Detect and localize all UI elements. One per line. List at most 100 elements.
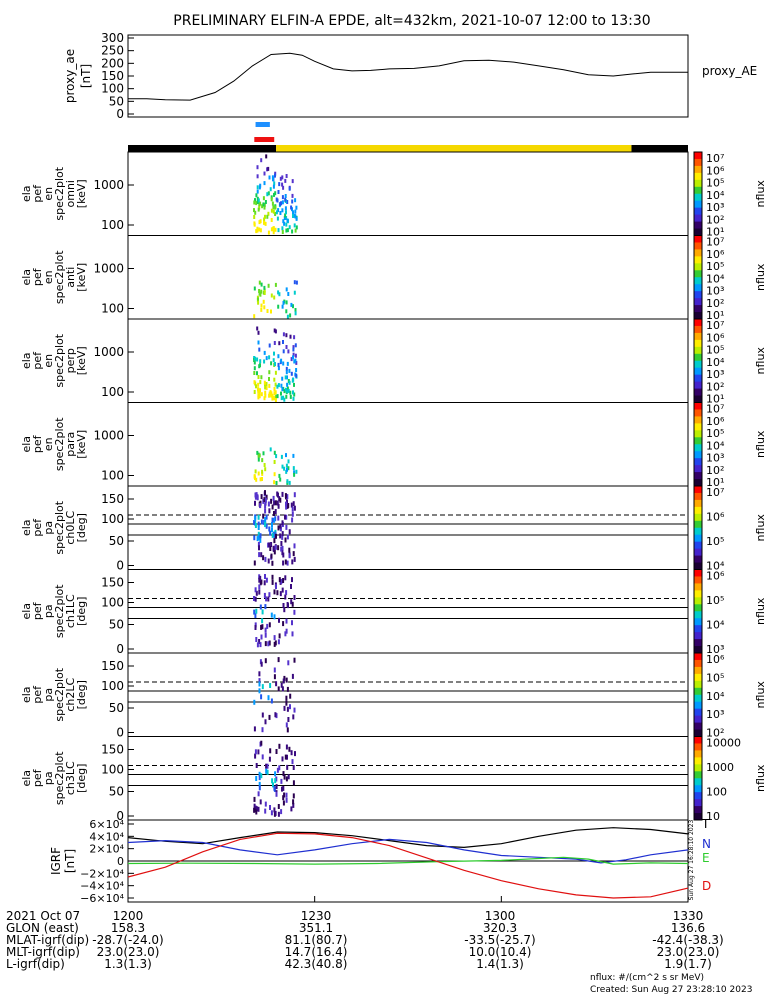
spectrogram-cell (270, 218, 273, 222)
spectrogram-cell (254, 210, 257, 215)
spectrogram-cell (282, 621, 285, 627)
spec-panel-ylabel: spec2plot (53, 417, 66, 471)
spectrogram-cell (267, 641, 270, 647)
spectrogram-cell (259, 537, 262, 543)
spectrogram-cell (287, 292, 290, 296)
spectrogram-cell (292, 210, 294, 215)
spectrogram-cell (271, 778, 274, 784)
spectrogram-cell (294, 308, 297, 312)
colorbar-segment (694, 792, 702, 800)
spectrogram-cell (294, 751, 296, 757)
footer-row-value: 1.4(1.3) (476, 957, 524, 971)
spectrogram-cell (258, 688, 261, 694)
colorbar-segment (694, 527, 702, 536)
spectrogram-cell (278, 617, 280, 623)
spectrogram-cell (286, 314, 289, 319)
spec-panel-ylabel: spec2plot (53, 667, 66, 721)
spectrogram-cell (274, 212, 277, 216)
colorbar-segment (694, 625, 702, 633)
spectrogram-cell (253, 520, 256, 525)
colorbar-tick-label: 10⁷ (706, 152, 724, 165)
colorbar-segment (694, 395, 702, 403)
colorbar-segment (694, 743, 702, 751)
spectrogram-cell (261, 458, 264, 463)
colorbar-segment (694, 492, 702, 501)
footer-row-label: GLON (east) (6, 921, 79, 935)
spectrogram-cell (291, 199, 294, 204)
colorbar-segment (694, 200, 702, 209)
spectrogram-cell (280, 383, 283, 388)
spectrogram-cell (253, 560, 256, 566)
colorbar-tick-label: 10³ (706, 201, 724, 214)
colorbar-tick-label: 10² (706, 464, 724, 477)
spectrogram-cell (263, 305, 266, 310)
spectrogram-cell (270, 810, 273, 816)
colorbar-unit: nflux (754, 681, 767, 709)
spec-panel-ylabel: anti (64, 267, 77, 288)
spectrogram-cell (288, 380, 291, 385)
spectrogram-cell (295, 280, 298, 285)
colorbar-tick-label: 100 (706, 786, 727, 799)
colorbar-tick-label: 10⁵ (706, 594, 724, 607)
spectrogram-cell (273, 377, 276, 382)
spectrogram-cell (282, 361, 285, 366)
spec-ytick-label: 100 (101, 679, 124, 693)
spectrogram-cell (286, 479, 289, 484)
spectrogram-cell (285, 453, 287, 458)
spectrogram-cell (264, 497, 267, 503)
colorbar-segment (694, 813, 702, 821)
spectrogram-cell (263, 580, 266, 586)
spec-ytick-label: 100 (101, 218, 124, 232)
spectrogram-cell (274, 398, 277, 402)
spectrogram-cell (263, 380, 266, 385)
spectrogram-cell (295, 368, 298, 372)
spectrogram-cell (265, 768, 268, 774)
spectrogram-cell (254, 587, 257, 593)
status-bars (128, 122, 688, 152)
igrf-ytick-label: 0 (117, 855, 124, 868)
spectrogram-cell (258, 775, 261, 781)
colorbar-segment (694, 701, 702, 710)
spec-panel-ylabel: spec2plot (53, 333, 66, 387)
spectrogram-cell (256, 185, 259, 190)
spectrogram-cell (277, 228, 280, 233)
spectrogram-cell (286, 375, 288, 380)
spec-panel-ylabel: pef (31, 351, 44, 370)
spectrogram-cell (257, 340, 260, 345)
spectrogram-cell (285, 463, 288, 468)
colorbar-segment (694, 486, 702, 494)
spectrogram-cell (293, 470, 296, 475)
spectrogram-cell (265, 763, 268, 769)
spectrogram-cell (264, 390, 267, 395)
spectrogram-cell (255, 806, 258, 812)
spectrogram-cell (260, 634, 263, 640)
spectrogram-cell (253, 360, 256, 365)
spec-panel-ylabel: omni (64, 180, 77, 207)
spectrogram-cell (273, 341, 276, 345)
colorbar-segment (694, 339, 702, 348)
spectrogram-cell (273, 517, 276, 523)
colorbar-segment (694, 506, 702, 515)
colorbar-segment (694, 319, 702, 327)
spectrogram-cell (274, 516, 277, 522)
colorbar-tick-label: 10⁴ (706, 356, 725, 369)
colorbar-segment (694, 158, 702, 167)
spectrogram-cell (270, 361, 273, 366)
spectrogram-cell (281, 226, 284, 231)
spectrogram-cell (270, 227, 273, 232)
spectrogram-cell (263, 205, 266, 210)
spectrogram-cell (283, 792, 286, 798)
spectrogram-cell (261, 727, 264, 733)
igrf-E-line (127, 856, 689, 865)
spectrogram-cell (285, 776, 288, 782)
spectrogram-cell (277, 503, 280, 509)
spectrogram-cell (278, 292, 281, 297)
spectrogram-cell (281, 304, 284, 309)
colorbar-segment (694, 388, 702, 397)
spectrogram-cell (294, 198, 297, 203)
spectrogram-cell (284, 387, 287, 392)
spectrogram-cell (283, 675, 286, 681)
colorbar-segment (694, 576, 702, 584)
spectrogram-cell (263, 497, 266, 503)
spectrogram-cell (267, 283, 270, 288)
